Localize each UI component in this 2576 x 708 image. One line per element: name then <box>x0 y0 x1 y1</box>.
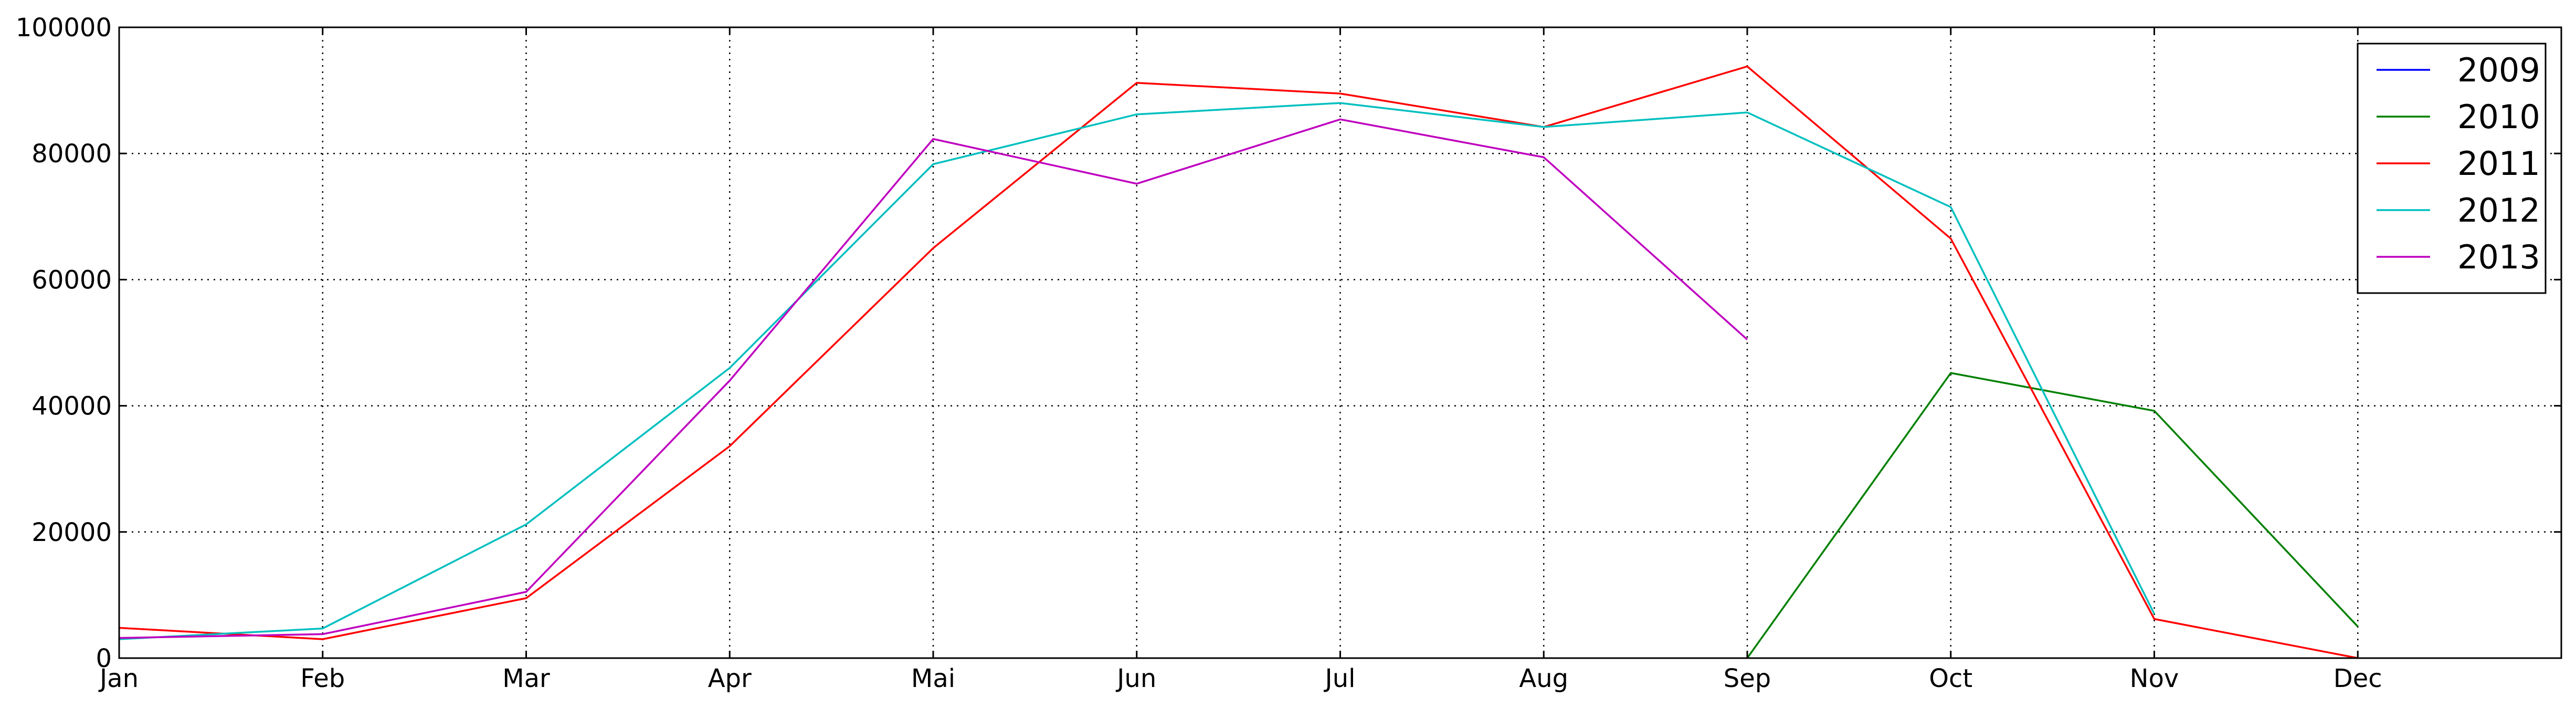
x-tick-label: Feb <box>300 664 345 693</box>
x-tick-label: Nov <box>2130 664 2179 693</box>
x-tick-label: Sep <box>1724 664 1771 693</box>
legend-label: 2011 <box>2457 144 2540 183</box>
series-line-2010 <box>1746 372 2359 659</box>
y-tick-labels: 0 20000 40000 60000 80000 100000 <box>16 13 112 673</box>
series-line-2013 <box>119 118 1748 639</box>
legend-label: 2009 <box>2457 51 2540 89</box>
y-tick-label: 0 <box>96 644 112 673</box>
legend-label: 2012 <box>2457 191 2540 230</box>
y-tick-label: 40000 <box>31 392 112 421</box>
y-tick-label: 80000 <box>31 139 112 169</box>
x-tick-label: Dec <box>2334 664 2382 693</box>
legend-box <box>2357 43 2547 294</box>
y-tick-label: 20000 <box>31 518 112 547</box>
x-tick-label: Mar <box>502 664 550 693</box>
legend-label: 2010 <box>2457 98 2540 136</box>
y-tick-label: 60000 <box>31 265 112 295</box>
series-line-2012 <box>119 102 2156 640</box>
x-tick-label: Jun <box>1115 664 1156 693</box>
legend[interactable]: 2009 2010 2011 2012 2013 <box>2357 43 2547 294</box>
x-tick-labels: Jan Feb Mar Apr Mai Jun Jul Aug Sep Oct Nov Dec <box>98 664 2382 693</box>
axis-ticks <box>118 26 2561 659</box>
x-tick-label: Jul <box>1324 664 1356 693</box>
gridlines <box>119 27 2561 658</box>
x-tick-label: Apr <box>708 664 752 693</box>
series-line-2011 <box>119 65 2358 659</box>
x-tick-label: Jan <box>98 664 139 693</box>
x-tick-label: Oct <box>1929 664 1972 693</box>
legend-label: 2013 <box>2457 238 2540 276</box>
series-lines <box>119 65 2359 659</box>
y-tick-label: 100000 <box>16 13 112 43</box>
x-tick-label: Aug <box>1519 664 1568 693</box>
x-tick-label: Mai <box>911 664 955 693</box>
